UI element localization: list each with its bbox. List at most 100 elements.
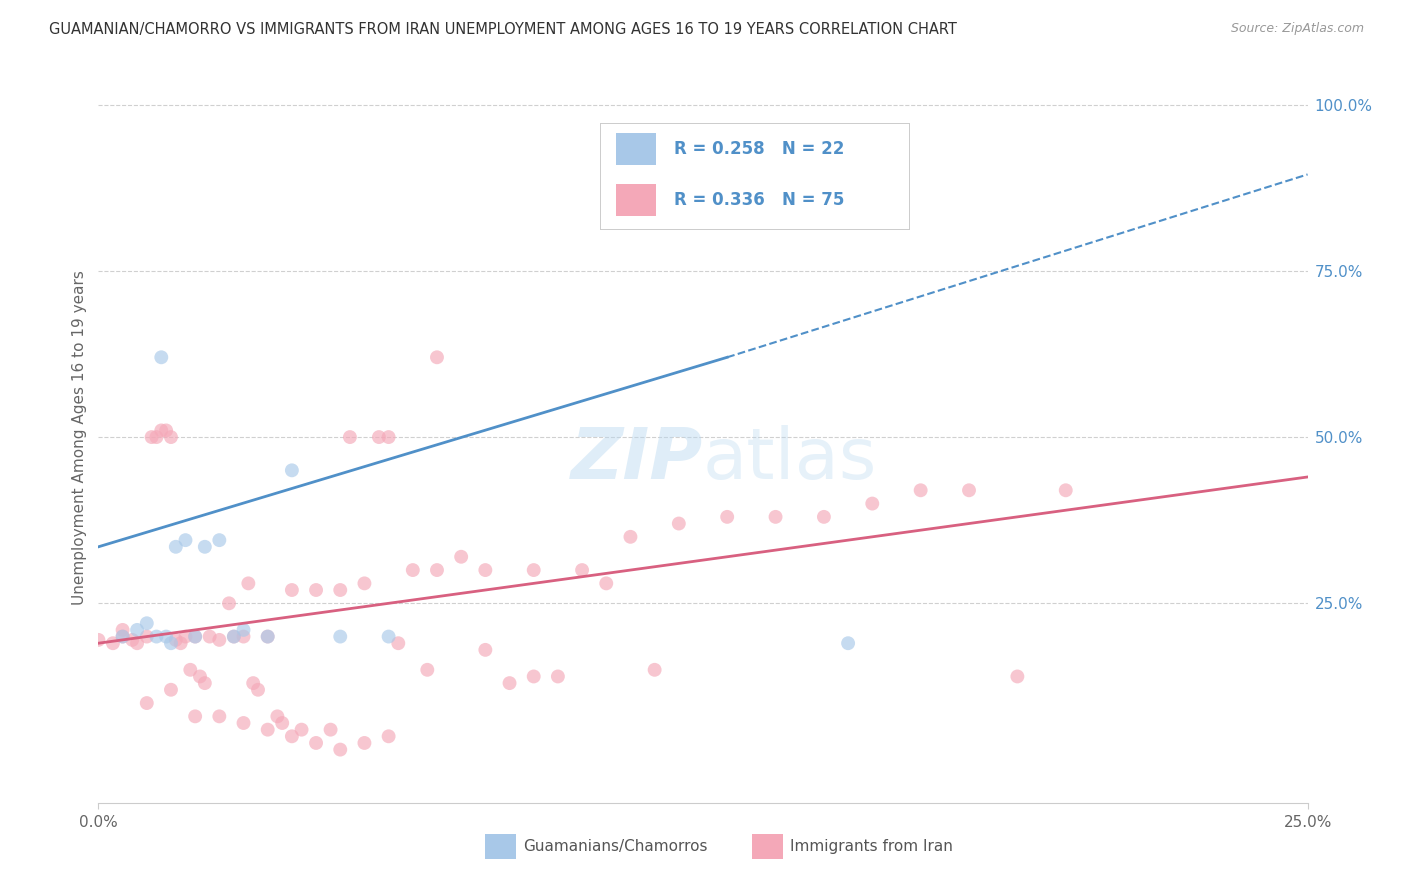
Point bbox=[179, 663, 201, 677]
Point bbox=[238, 576, 260, 591]
Point bbox=[150, 351, 173, 365]
Text: Immigrants from Iran: Immigrants from Iran bbox=[790, 839, 953, 854]
Point bbox=[523, 563, 546, 577]
Point bbox=[837, 636, 859, 650]
Point bbox=[111, 623, 134, 637]
Point bbox=[957, 483, 980, 498]
Point bbox=[523, 669, 546, 683]
Point bbox=[165, 540, 187, 554]
Point bbox=[135, 616, 157, 631]
Point bbox=[619, 530, 641, 544]
Point bbox=[644, 663, 666, 677]
Point bbox=[145, 430, 167, 444]
Point bbox=[765, 509, 787, 524]
Point bbox=[184, 709, 207, 723]
Point bbox=[256, 723, 278, 737]
Point bbox=[281, 729, 304, 743]
Point bbox=[160, 430, 183, 444]
Point bbox=[387, 636, 409, 650]
Point bbox=[174, 630, 197, 644]
Point bbox=[208, 709, 231, 723]
Point bbox=[319, 723, 342, 737]
Point bbox=[208, 632, 231, 647]
Text: ZIP: ZIP bbox=[571, 425, 703, 493]
Y-axis label: Unemployment Among Ages 16 to 19 years: Unemployment Among Ages 16 to 19 years bbox=[72, 269, 87, 605]
Point bbox=[155, 424, 177, 438]
Point bbox=[474, 563, 496, 577]
Point bbox=[290, 723, 312, 737]
Point bbox=[329, 582, 352, 597]
Point bbox=[145, 630, 167, 644]
Point bbox=[184, 630, 207, 644]
Point bbox=[111, 630, 134, 644]
Point bbox=[1007, 669, 1029, 683]
Point bbox=[127, 636, 149, 650]
Point bbox=[160, 636, 183, 650]
Point bbox=[218, 596, 240, 610]
Point bbox=[169, 636, 191, 650]
Point bbox=[232, 623, 254, 637]
Point bbox=[232, 630, 254, 644]
Point bbox=[329, 742, 352, 756]
Point bbox=[716, 131, 738, 145]
Text: atlas: atlas bbox=[703, 425, 877, 493]
Point bbox=[111, 630, 134, 644]
Point bbox=[184, 630, 207, 644]
Point bbox=[135, 696, 157, 710]
Point bbox=[232, 716, 254, 731]
Point bbox=[305, 736, 328, 750]
Point bbox=[242, 676, 264, 690]
Text: GUAMANIAN/CHAMORRO VS IMMIGRANTS FROM IRAN UNEMPLOYMENT AMONG AGES 16 TO 19 YEAR: GUAMANIAN/CHAMORRO VS IMMIGRANTS FROM IR… bbox=[49, 22, 957, 37]
Point bbox=[198, 630, 221, 644]
Point bbox=[426, 563, 449, 577]
Point bbox=[813, 509, 835, 524]
Point bbox=[860, 497, 883, 511]
Point bbox=[474, 643, 496, 657]
Point bbox=[127, 623, 149, 637]
Point bbox=[339, 430, 361, 444]
Point bbox=[668, 516, 690, 531]
Point bbox=[194, 540, 217, 554]
Point bbox=[368, 430, 391, 444]
Point bbox=[135, 630, 157, 644]
Point bbox=[450, 549, 472, 564]
Point bbox=[377, 630, 399, 644]
Text: Guamanians/Chamorros: Guamanians/Chamorros bbox=[523, 839, 707, 854]
Point bbox=[426, 351, 449, 365]
Point bbox=[155, 630, 177, 644]
Point bbox=[194, 676, 217, 690]
Point bbox=[281, 582, 304, 597]
Point bbox=[416, 663, 439, 677]
Point bbox=[188, 669, 211, 683]
Point bbox=[353, 576, 375, 591]
Point bbox=[305, 582, 328, 597]
Point bbox=[174, 533, 197, 548]
Point bbox=[281, 463, 304, 477]
Point bbox=[256, 630, 278, 644]
Point bbox=[271, 716, 294, 731]
Point bbox=[498, 676, 520, 690]
Point bbox=[571, 563, 593, 577]
Point bbox=[141, 430, 163, 444]
Point bbox=[910, 483, 932, 498]
Text: Source: ZipAtlas.com: Source: ZipAtlas.com bbox=[1230, 22, 1364, 36]
Point bbox=[1054, 483, 1077, 498]
Point bbox=[208, 533, 231, 548]
Point bbox=[222, 630, 245, 644]
Point bbox=[377, 729, 399, 743]
Point bbox=[165, 632, 187, 647]
Point bbox=[121, 632, 143, 647]
Point bbox=[150, 424, 173, 438]
Point bbox=[87, 632, 110, 647]
Point bbox=[377, 430, 399, 444]
Point bbox=[765, 131, 787, 145]
Point bbox=[329, 630, 352, 644]
Point bbox=[402, 563, 425, 577]
Point bbox=[595, 576, 617, 591]
Point bbox=[247, 682, 270, 697]
Point bbox=[547, 669, 569, 683]
Point bbox=[222, 630, 245, 644]
Point bbox=[353, 736, 375, 750]
Point bbox=[266, 709, 288, 723]
Point bbox=[101, 636, 124, 650]
